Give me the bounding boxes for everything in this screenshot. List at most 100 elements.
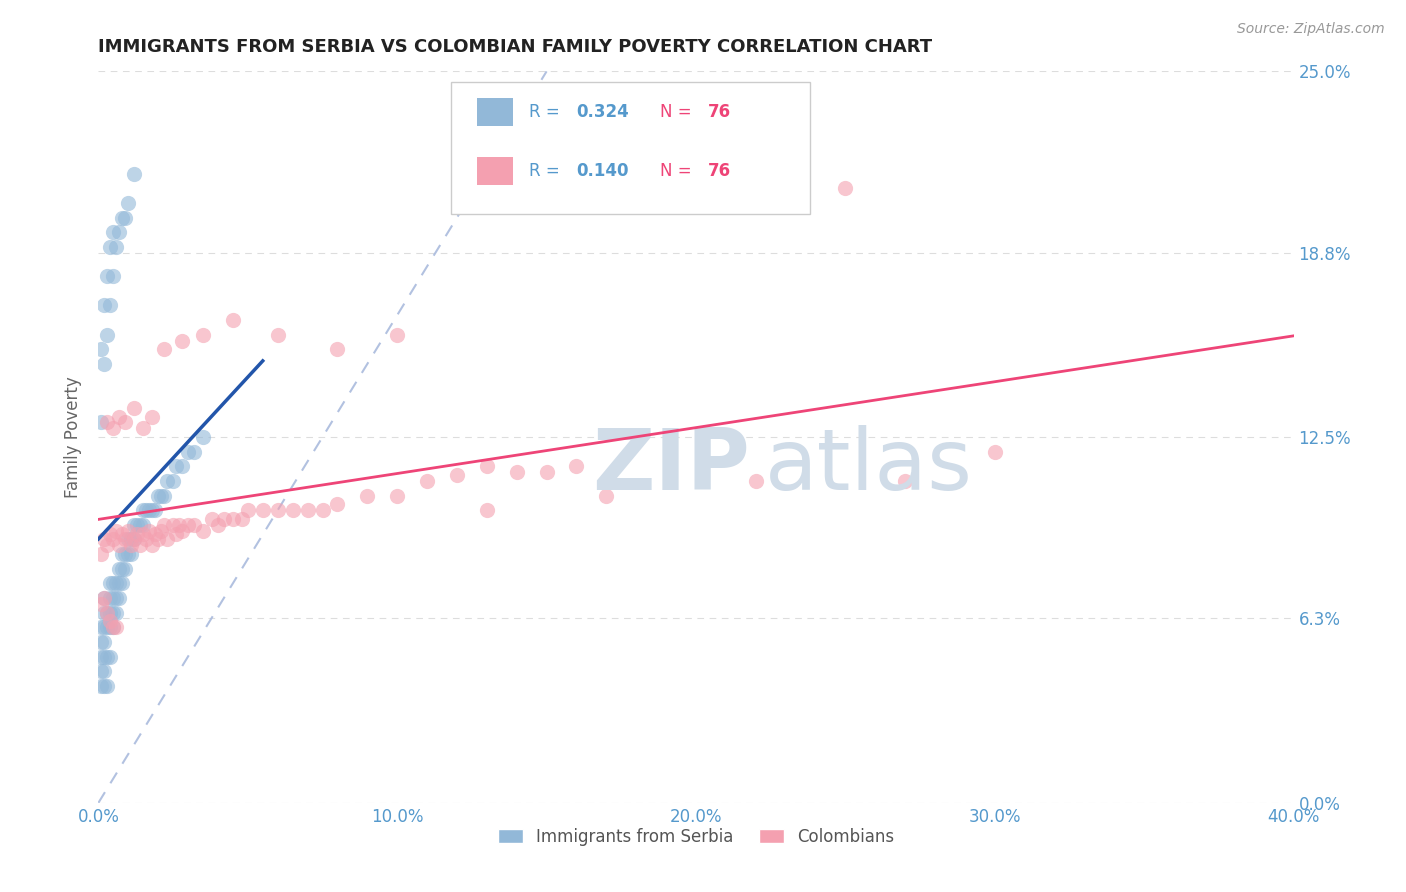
Point [191,430,214,444]
Point [93,606,115,620]
Point [834,181,856,195]
Text: R =: R = [529,103,565,121]
Point [96,538,118,552]
Point [117,533,139,547]
Point [135,503,157,517]
Point [267,503,290,517]
Point [162,517,184,532]
Point [103,421,125,435]
Bar [477,98,513,127]
Text: 0.140: 0.140 [576,161,628,180]
Point [111,211,134,225]
Text: atlas: atlas [765,425,973,508]
Point [114,547,136,561]
Point [98,649,122,664]
Text: 76: 76 [709,103,731,121]
Point [177,517,200,532]
Point [127,517,149,532]
Point [165,459,187,474]
Point [98,591,122,605]
Point [96,606,118,620]
FancyBboxPatch shape [451,82,810,214]
Point [117,196,139,211]
Point [96,620,118,634]
Point [138,503,160,517]
Point [114,533,136,547]
Point [252,503,274,517]
Point [103,576,125,591]
Point [745,474,768,488]
Point [105,620,128,634]
Point [93,664,115,678]
Point [153,517,176,532]
Point [231,512,253,526]
Point [103,591,125,605]
Point [93,357,115,371]
Text: R =: R = [529,161,565,180]
Point [90,635,112,649]
Point [93,649,115,664]
Point [111,562,134,576]
Point [103,225,125,239]
Point [172,524,194,538]
Text: N =: N = [661,103,697,121]
Point [141,409,163,424]
Point [98,620,122,634]
Point [98,606,122,620]
Point [212,512,235,526]
Point [201,512,224,526]
Point [236,503,259,517]
Point [111,526,134,541]
Point [111,576,134,591]
Point [105,591,128,605]
Point [114,416,136,430]
Text: IMMIGRANTS FROM SERBIA VS COLOMBIAN FAMILY POVERTY CORRELATION CHART: IMMIGRANTS FROM SERBIA VS COLOMBIAN FAMI… [98,38,932,56]
Point [93,620,115,634]
Point [114,562,136,576]
Point [165,526,187,541]
Point [108,591,131,605]
Point [595,489,617,503]
Point [129,538,152,552]
Point [93,591,115,605]
Point [90,597,112,611]
Point [120,533,142,547]
Point [416,474,439,488]
Point [506,465,529,479]
Point [183,444,205,458]
Point [132,526,155,541]
Point [90,664,112,678]
Point [98,240,122,254]
Point [96,606,118,620]
Point [385,327,409,342]
Point [124,401,146,415]
Point [124,533,146,547]
Bar [477,157,513,185]
Point [124,167,146,181]
Point [105,524,128,538]
Point [385,489,409,503]
Point [90,620,112,634]
Point [98,615,122,629]
Point [103,269,125,284]
Point [156,474,179,488]
Point [984,444,1007,458]
Point [117,547,139,561]
Point [172,334,194,348]
Point [93,679,115,693]
Point [281,503,304,517]
Point [475,459,498,474]
Point [222,313,245,327]
Point [96,679,118,693]
Text: Source: ZipAtlas.com: Source: ZipAtlas.com [1237,22,1385,37]
Point [90,649,112,664]
Point [143,526,166,541]
Point [148,533,170,547]
Point [132,517,155,532]
Point [143,503,166,517]
Point [105,606,128,620]
Point [141,503,163,517]
Point [120,547,142,561]
Point [90,679,112,693]
Point [326,343,349,357]
